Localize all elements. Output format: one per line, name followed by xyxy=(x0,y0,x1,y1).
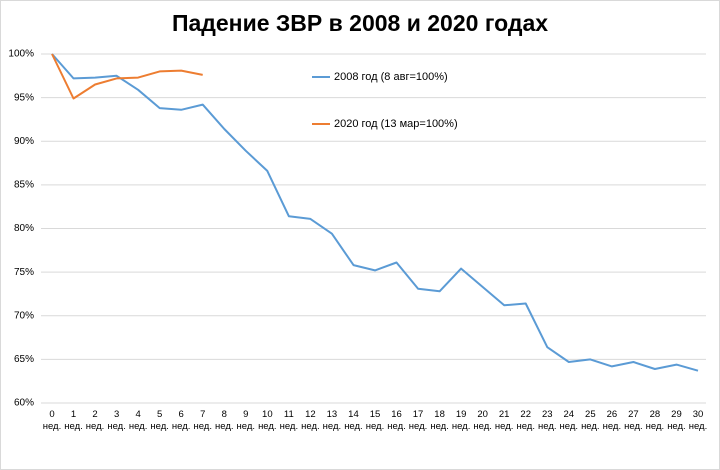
x-tick-label: 28 нед. xyxy=(645,409,665,432)
x-tick-label: 21 нед. xyxy=(494,409,514,432)
x-tick-label: 10 нед. xyxy=(258,409,277,432)
y-tick-label: 60% xyxy=(14,398,34,409)
series-line xyxy=(51,53,699,372)
x-tick-label: 22 нед. xyxy=(516,409,535,432)
x-tick-label: 6 нед. xyxy=(171,409,191,432)
y-tick-label: 95% xyxy=(14,92,34,103)
y-tick-label: 90% xyxy=(14,136,34,147)
x-tick-label: 20 нед. xyxy=(473,409,492,432)
x-tick-label: 15 нед. xyxy=(365,409,385,432)
chart-title: Падение ЗВР в 2008 и 2020 годах xyxy=(172,10,548,36)
y-tick-label: 80% xyxy=(14,223,34,234)
x-tick-label: 30 нед. xyxy=(688,409,708,432)
y-tick-label: 65% xyxy=(14,354,34,365)
x-tick-label: 3 нед. xyxy=(107,409,126,432)
x-tick-label: 1 нед. xyxy=(64,409,83,432)
x-tick-label: 7 нед. xyxy=(193,409,212,432)
x-tick-label: 2 нед. xyxy=(85,409,105,432)
x-tick-label: 9 нед. xyxy=(236,409,256,432)
y-tick-label: 70% xyxy=(14,310,34,321)
y-tick-label: 75% xyxy=(14,267,34,278)
y-tick-label: 85% xyxy=(14,180,34,191)
x-tick-label: 11 нед. xyxy=(279,409,299,432)
x-tick-label: 13 нед. xyxy=(322,409,342,432)
x-tick-label: 0 нед. xyxy=(42,409,62,432)
x-tick-label: 8 нед. xyxy=(215,409,234,432)
x-tick-label: 24 нед. xyxy=(559,409,579,432)
x-tick-label: 19 нед. xyxy=(451,409,471,432)
x-tick-label: 18 нед. xyxy=(430,409,449,432)
y-tick-label: 100% xyxy=(8,49,34,60)
x-tick-label: 25 нед. xyxy=(581,409,600,432)
x-tick-label: 14 нед. xyxy=(344,409,363,432)
x-tick-label: 5 нед. xyxy=(150,409,169,432)
x-tick-label: 16 нед. xyxy=(387,409,406,432)
x-tick-label: 29 нед. xyxy=(667,409,686,432)
x-tick-label: 12 нед. xyxy=(301,409,320,432)
legend-label: 2008 год (8 авг=100%) xyxy=(334,71,448,83)
x-tick-label: 17 нед. xyxy=(408,409,428,432)
x-tick-label: 26 нед. xyxy=(602,409,622,432)
series-line xyxy=(51,53,203,100)
x-tick-label: 4 нед. xyxy=(128,409,148,432)
x-tick-label: 27 нед. xyxy=(624,409,643,432)
legend-label: 2020 год (13 мар=100%) xyxy=(334,118,458,130)
x-tick-label: 23 нед. xyxy=(538,409,557,432)
